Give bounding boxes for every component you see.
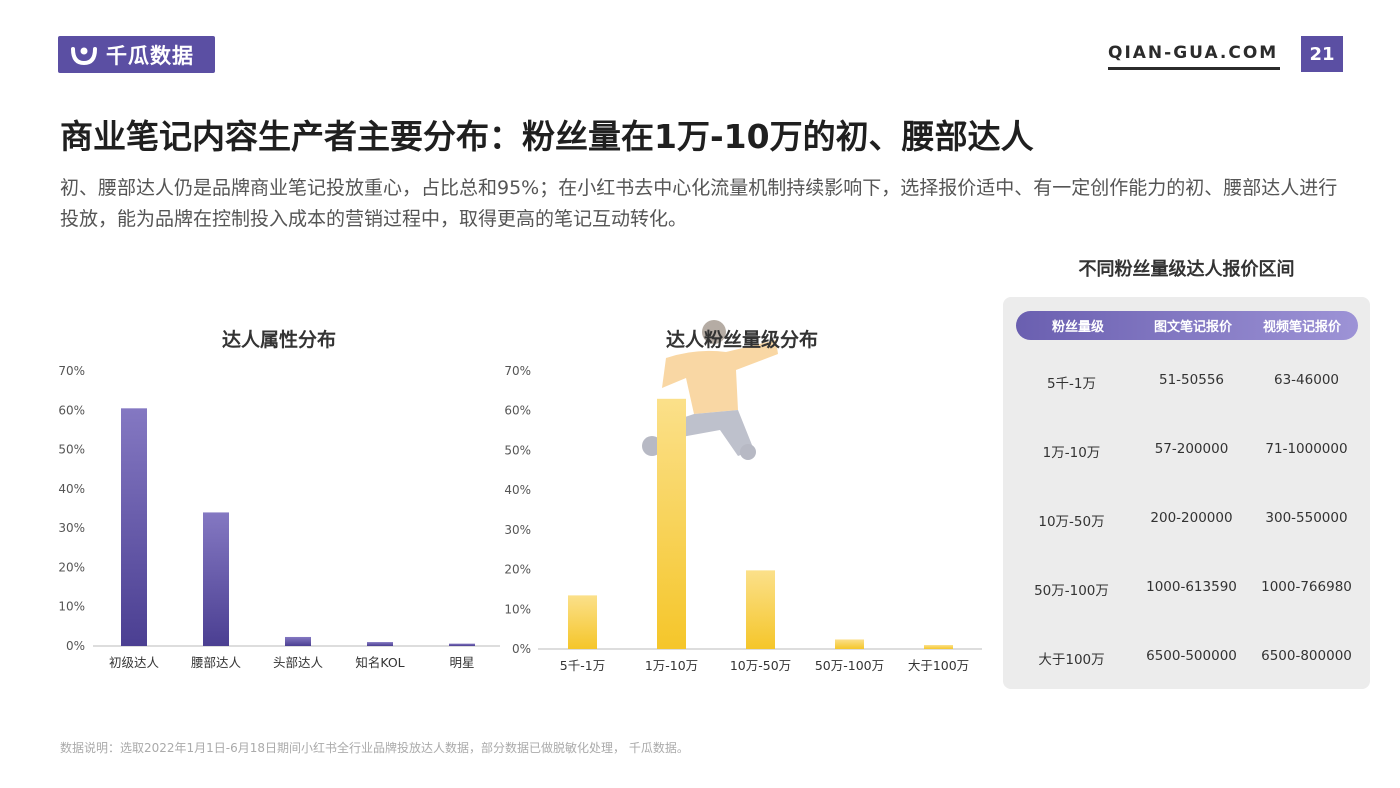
y-tick-label: 60% [58, 403, 85, 417]
page-description: 初、腰部达人仍是品牌商业笔记投放重心，占比总和95%；在小红书去中心化流量机制持… [60, 177, 1338, 230]
bar [203, 512, 229, 646]
y-tick-label: 70% [504, 364, 531, 378]
header-image-note-price: 图文笔记报价 [1153, 320, 1232, 335]
cell-followers: 10万-50万 [1038, 514, 1105, 530]
cell-followers: 5千-1万 [1046, 376, 1097, 392]
y-tick-label: 10% [504, 602, 531, 616]
y-tick-label: 0% [66, 639, 85, 653]
y-tick-label: 40% [504, 483, 531, 497]
cell-video-price: 1000-766980 [1261, 579, 1352, 595]
x-category-label: 大于100万 [908, 658, 969, 673]
bar [449, 643, 475, 646]
bar [285, 636, 311, 646]
data-footnote: 数据说明：选取2022年1月1日-6月18日期间小红书全行业品牌投放达人数据，部… [60, 741, 689, 755]
bar [835, 639, 864, 649]
cell-followers: 大于100万 [1038, 652, 1105, 668]
cell-video-price: 6500-800000 [1261, 648, 1352, 664]
page-title: 商业笔记内容生产者主要分布：粉丝量在1万-10万的初、腰部达人 [60, 117, 1034, 156]
cell-video-price: 63-46000 [1274, 372, 1339, 388]
y-tick-label: 50% [58, 443, 85, 457]
qiangua-logo-icon [71, 46, 97, 65]
cell-image-price: 1000-613590 [1146, 579, 1237, 595]
jumping-person-illustration [642, 320, 778, 460]
y-tick-label: 0% [512, 642, 531, 656]
cell-image-price: 51-50556 [1159, 372, 1224, 388]
chart2-title: 达人粉丝量级分布 [666, 329, 819, 351]
x-category-label: 5千-1万 [560, 658, 605, 673]
chart2-plot: 0% 10% 20% 30% 40% 50% 60% 70% 5千-1万 1万-10万 10万-50… [504, 364, 982, 673]
x-category-label: 1万-10万 [645, 658, 698, 673]
header-followers: 粉丝量级 [1051, 320, 1104, 335]
logo-text: 千瓜数据 [106, 43, 194, 68]
x-category-label: 腰部达人 [191, 655, 242, 670]
price-table-header: 粉丝量级 图文笔记报价 视频笔记报价 [1016, 311, 1358, 340]
cell-video-price: 300-550000 [1265, 510, 1348, 526]
bar [367, 642, 393, 646]
y-tick-label: 10% [58, 600, 85, 614]
chart1-title: 达人属性分布 [222, 329, 337, 351]
bar-charts: 0% 10% 20% 30% 40% 50% 60% 70% 初级达人 腰部达人 头部达人 知名KOL… [58, 364, 982, 673]
page-number: 21 [1301, 36, 1343, 72]
x-category-label: 明星 [449, 655, 474, 670]
site-underline [1108, 67, 1280, 70]
header-video-note-price: 视频笔记报价 [1262, 320, 1341, 335]
y-tick-label: 40% [58, 482, 85, 496]
chart1-plot: 0% 10% 20% 30% 40% 50% 60% 70% 初级达人 腰部达人 头部达人 知名KOL… [58, 364, 500, 670]
x-category-label: 头部达人 [273, 655, 324, 670]
table-row: 1万-10万 57-200000 71-1000000 [1003, 441, 1370, 461]
table-row: 5千-1万 51-50556 63-46000 [1003, 372, 1370, 392]
table-row: 50万-100万 1000-613590 1000-766980 [1003, 579, 1370, 599]
bar [657, 398, 686, 649]
cell-image-price: 6500-500000 [1146, 648, 1237, 664]
cell-followers: 1万-10万 [1042, 445, 1101, 461]
bar [924, 645, 953, 649]
table-row: 10万-50万 200-200000 300-550000 [1003, 510, 1370, 530]
y-tick-label: 20% [58, 560, 85, 574]
table-row: 大于100万 6500-500000 6500-800000 [1003, 648, 1370, 668]
x-category-label: 50万-100万 [815, 658, 884, 673]
cell-image-price: 200-200000 [1150, 510, 1233, 526]
x-category-label: 知名KOL [355, 655, 404, 670]
bar [121, 408, 147, 646]
site-url: QIAN-GUA.COM [1108, 43, 1279, 63]
y-tick-label: 30% [504, 523, 531, 537]
cell-image-price: 57-200000 [1154, 441, 1229, 457]
bar [568, 595, 597, 649]
y-tick-label: 70% [58, 364, 85, 378]
brand-logo: 千瓜数据 [58, 36, 215, 73]
y-tick-label: 50% [504, 443, 531, 457]
cell-followers: 50万-100万 [1034, 583, 1109, 599]
price-table: 粉丝量级 图文笔记报价 视频笔记报价 5千-1万 51-50556 63-460… [1003, 297, 1370, 689]
x-category-label: 初级达人 [109, 655, 160, 670]
y-tick-label: 20% [504, 563, 531, 577]
cell-video-price: 71-1000000 [1265, 441, 1348, 457]
bar [746, 570, 775, 649]
y-tick-label: 30% [58, 521, 85, 535]
x-category-label: 10万-50万 [730, 658, 791, 673]
price-table-title: 不同粉丝量级达人报价区间 [1078, 259, 1295, 280]
y-tick-label: 60% [504, 404, 531, 418]
